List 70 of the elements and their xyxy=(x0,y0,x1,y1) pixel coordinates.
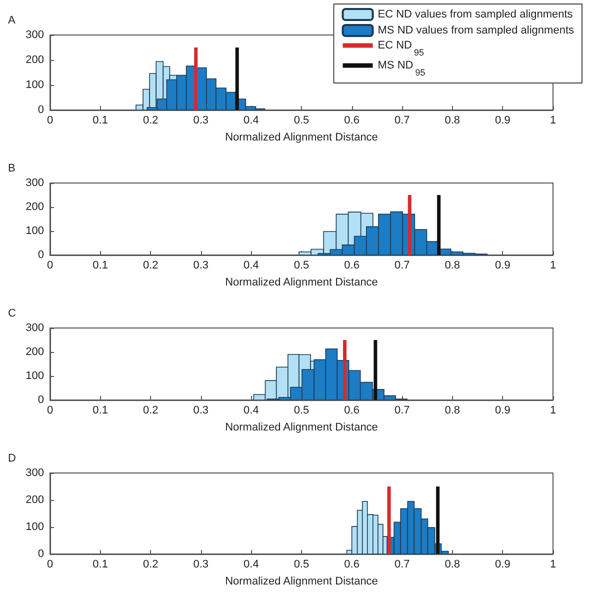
x-tick-label: 0.2 xyxy=(142,558,158,570)
y-tick-label: 0 xyxy=(38,249,44,261)
x-tick-label: 0.7 xyxy=(394,260,410,272)
x-tick-label: 0 xyxy=(46,404,54,416)
y-tick-label: 300 xyxy=(26,467,44,479)
x-tick-label: 0.9 xyxy=(495,558,510,570)
y-tick-label: 300 xyxy=(26,322,44,334)
x-tick-label: 0.9 xyxy=(495,260,510,272)
y-tick-label: 300 xyxy=(26,29,44,41)
x-tick-label: 0.5 xyxy=(294,114,310,126)
x-tick-label: 0.1 xyxy=(92,114,108,126)
x-tick-label: 0.6 xyxy=(344,404,360,416)
x-tick-label: 0.4 xyxy=(244,260,259,272)
y-tick-label: 100 xyxy=(26,521,44,533)
x-tick-label: 0.6 xyxy=(344,114,360,126)
x-axis-title: Normalized Alignment Distance xyxy=(225,422,378,434)
x-tick-label: 0.5 xyxy=(294,404,310,416)
chart-title: C xyxy=(8,308,16,320)
chart-title: D xyxy=(8,452,16,464)
x-tick-label: 0.7 xyxy=(394,404,410,416)
x-tick-label: 0.4 xyxy=(244,114,259,126)
x-tick-label: 0.6 xyxy=(344,260,360,272)
x-tick-label: 0.3 xyxy=(193,558,209,570)
x-tick-label: 1 xyxy=(550,260,556,272)
x-tick-label: 1 xyxy=(550,114,556,126)
y-tick-label: 200 xyxy=(26,201,44,213)
y-tick-label: 0 xyxy=(38,104,44,116)
x-tick-label: 0 xyxy=(46,558,54,570)
x-tick-label: 0.5 xyxy=(294,558,310,570)
x-tick-label: 0.7 xyxy=(394,114,410,126)
x-axis-title: Normalized Alignment Distance xyxy=(225,132,378,144)
x-tick-label: 1 xyxy=(550,558,556,570)
x-tick-label: 0.7 xyxy=(394,558,410,570)
y-tick-label: 0 xyxy=(38,394,44,406)
x-tick-label: 0 xyxy=(46,114,54,126)
x-tick-label: 1 xyxy=(550,404,556,416)
y-tick-label: 0 xyxy=(38,548,44,560)
x-tick-label: 0.2 xyxy=(142,260,158,272)
x-tick-label: 0.3 xyxy=(193,114,209,126)
x-tick-label: 0.6 xyxy=(344,558,360,570)
x-tick-label: 0.8 xyxy=(444,558,460,570)
x-tick-label: 0.2 xyxy=(142,404,158,416)
legend-label: EC ND values from sampled alignments xyxy=(378,8,574,20)
x-axis-title: Normalized Alignment Distance xyxy=(225,576,378,588)
x-tick-label: 0.8 xyxy=(444,260,460,272)
x-tick-label: 0.5 xyxy=(294,260,310,272)
y-tick-label: 200 xyxy=(26,346,44,358)
x-tick-label: 0.1 xyxy=(92,404,108,416)
chart-title: A xyxy=(8,14,16,26)
x-tick-label: 0.9 xyxy=(495,404,510,416)
x-tick-label: 0.2 xyxy=(142,114,158,126)
x-tick-label: 0.3 xyxy=(193,404,209,416)
x-tick-label: 0 xyxy=(46,260,54,272)
x-axis-title: Normalized Alignment Distance xyxy=(225,276,378,288)
x-tick-label: 0.3 xyxy=(193,260,209,272)
chart-title: B xyxy=(8,162,16,174)
y-tick-label: 200 xyxy=(26,494,44,506)
x-tick-label: 0.8 xyxy=(444,404,460,416)
x-tick-label: 0.1 xyxy=(92,558,108,570)
y-tick-label: 100 xyxy=(26,225,44,237)
y-tick-label: 100 xyxy=(26,370,44,382)
legend-label: MS ND values from sampled alignments xyxy=(378,24,574,36)
x-tick-label: 0.4 xyxy=(244,404,259,416)
x-tick-label: 0.4 xyxy=(244,558,259,570)
y-tick-label: 300 xyxy=(26,177,44,189)
y-tick-label: 200 xyxy=(26,54,44,66)
x-tick-label: 0.9 xyxy=(495,114,510,126)
x-tick-label: 0.1 xyxy=(92,260,108,272)
y-tick-label: 100 xyxy=(26,79,44,91)
x-tick-label: 0.8 xyxy=(444,114,460,126)
